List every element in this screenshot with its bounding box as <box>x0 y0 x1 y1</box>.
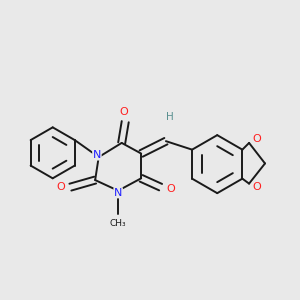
Text: H: H <box>166 112 174 122</box>
Text: O: O <box>253 134 261 144</box>
Text: O: O <box>166 184 175 194</box>
Text: N: N <box>114 188 122 198</box>
Text: O: O <box>119 107 128 117</box>
Text: O: O <box>56 182 65 192</box>
Text: O: O <box>253 182 261 192</box>
Text: CH₃: CH₃ <box>110 219 127 228</box>
Text: N: N <box>93 150 101 160</box>
